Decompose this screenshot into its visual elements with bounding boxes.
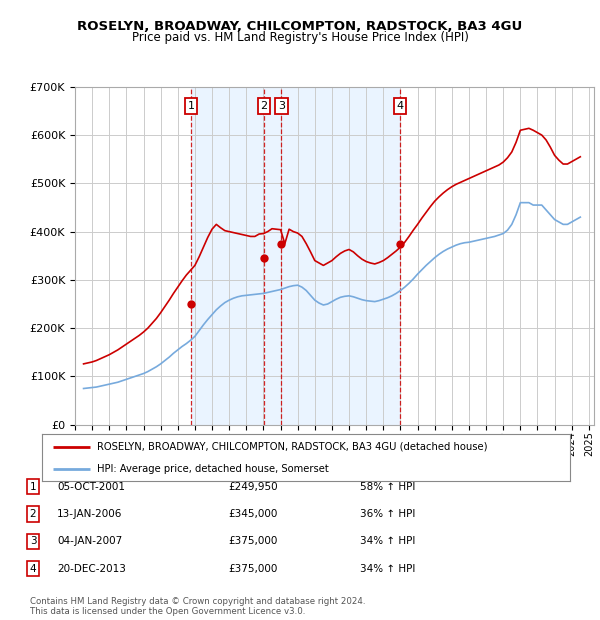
Text: 04-JAN-2007: 04-JAN-2007 (57, 536, 122, 546)
Text: ROSELYN, BROADWAY, CHILCOMPTON, RADSTOCK, BA3 4GU (detached house): ROSELYN, BROADWAY, CHILCOMPTON, RADSTOCK… (97, 441, 488, 451)
Text: 3: 3 (278, 101, 285, 111)
Text: 3: 3 (29, 536, 37, 546)
Text: 58% ↑ HPI: 58% ↑ HPI (360, 482, 415, 492)
Text: 2: 2 (29, 509, 37, 519)
Text: £249,950: £249,950 (228, 482, 278, 492)
Bar (191, 87, 400, 425)
Text: ROSELYN, BROADWAY, CHILCOMPTON, RADSTOCK, BA3 4GU: ROSELYN, BROADWAY, CHILCOMPTON, RADSTOCK… (77, 20, 523, 33)
Text: £345,000: £345,000 (228, 509, 277, 519)
Text: 1: 1 (187, 101, 194, 111)
Text: 34% ↑ HPI: 34% ↑ HPI (360, 536, 415, 546)
Text: 13-JAN-2006: 13-JAN-2006 (57, 509, 122, 519)
Text: 36% ↑ HPI: 36% ↑ HPI (360, 509, 415, 519)
Text: 4: 4 (397, 101, 403, 111)
Text: Contains HM Land Registry data © Crown copyright and database right 2024.: Contains HM Land Registry data © Crown c… (30, 597, 365, 606)
Text: 2: 2 (260, 101, 268, 111)
Text: This data is licensed under the Open Government Licence v3.0.: This data is licensed under the Open Gov… (30, 606, 305, 616)
Text: HPI: Average price, detached house, Somerset: HPI: Average price, detached house, Some… (97, 464, 329, 474)
Text: Price paid vs. HM Land Registry's House Price Index (HPI): Price paid vs. HM Land Registry's House … (131, 31, 469, 44)
Text: 34% ↑ HPI: 34% ↑ HPI (360, 564, 415, 574)
Text: 4: 4 (29, 564, 37, 574)
Text: 1: 1 (29, 482, 37, 492)
Text: £375,000: £375,000 (228, 536, 277, 546)
Text: 20-DEC-2013: 20-DEC-2013 (57, 564, 126, 574)
Text: £375,000: £375,000 (228, 564, 277, 574)
Text: 05-OCT-2001: 05-OCT-2001 (57, 482, 125, 492)
